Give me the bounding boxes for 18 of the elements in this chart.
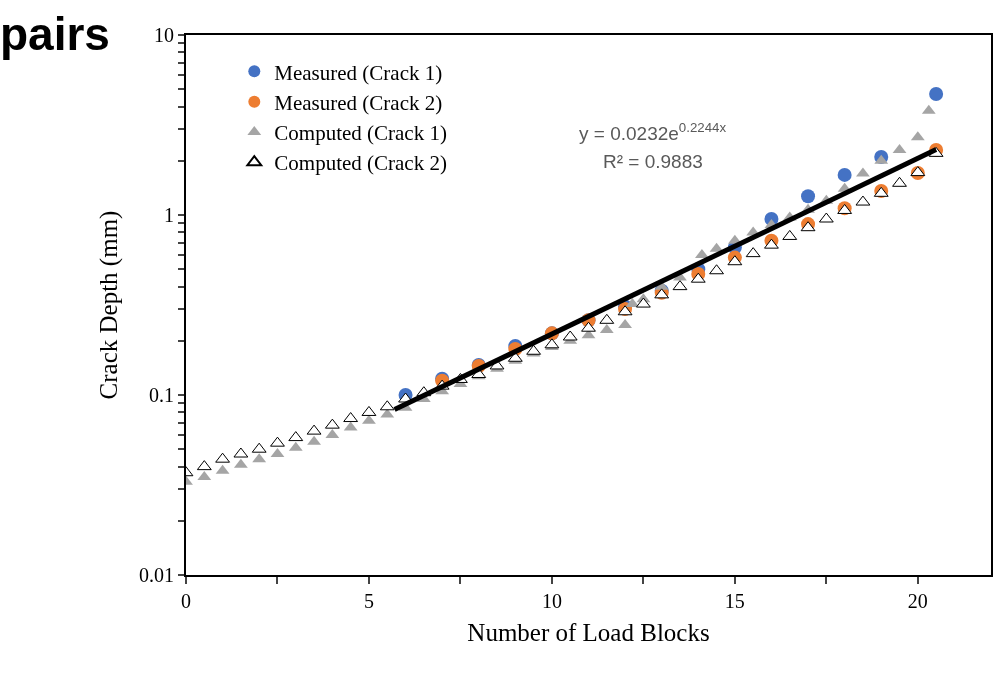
y-tick-label: 0.1 [149, 384, 174, 406]
y-tick-label: 0.01 [139, 564, 174, 586]
x-tick-label: 5 [363, 590, 374, 612]
x-tick-label: 20 [907, 590, 928, 612]
annotation: R² = 0.9883 [603, 151, 703, 172]
legend-label: Measured (Crack 1) [274, 60, 443, 85]
legend-label: Computed (Crack 2) [274, 151, 447, 176]
y-tick-label: 1 [164, 204, 174, 226]
legend-label: Computed (Crack 1) [274, 121, 447, 146]
chart-title: pairs [0, 8, 110, 61]
x-tick-label: 10 [541, 590, 562, 612]
legend-label: Measured (Crack 2) [274, 90, 443, 115]
x-tick-label: 0 [181, 590, 191, 612]
annotation: y = 0.0232e$^{0.2244x}$ [579, 120, 727, 144]
y-tick-label: 10 [154, 24, 174, 46]
x-axis-title: Number of Load Blocks [467, 618, 710, 646]
x-tick-label: 15 [724, 590, 745, 612]
y-axis-title: Crack Depth (mm) [95, 210, 124, 400]
